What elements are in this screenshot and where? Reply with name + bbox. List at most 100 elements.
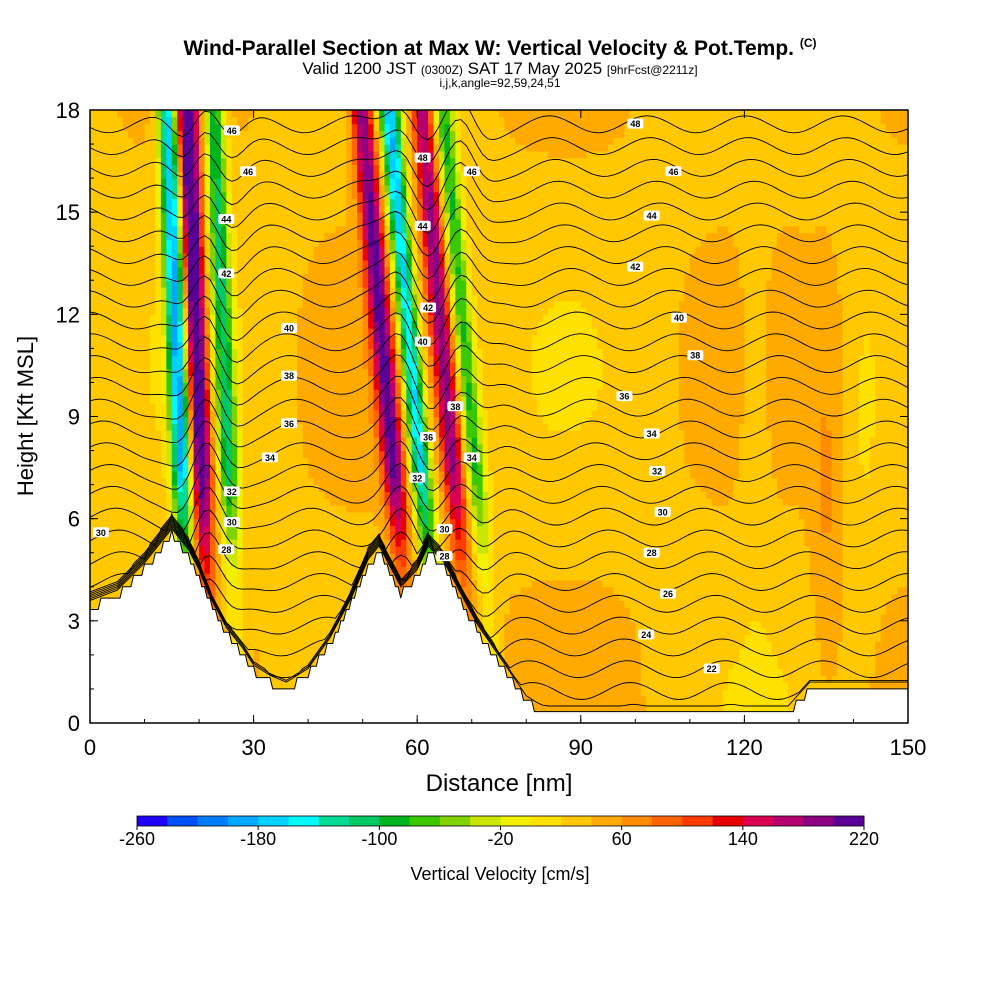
velocity-cell: [346, 137, 353, 145]
velocity-cell: [302, 178, 309, 186]
velocity-cell: [275, 212, 282, 220]
velocity-cell: [166, 314, 173, 322]
velocity-cell: [357, 239, 364, 247]
velocity-cell: [90, 545, 97, 554]
velocity-cell: [95, 273, 102, 281]
velocity-cell: [280, 225, 287, 234]
velocity-cell: [122, 436, 129, 445]
velocity-cell: [117, 287, 124, 295]
velocity-cell: [264, 130, 271, 138]
velocity-cell: [237, 552, 244, 561]
velocity-cell: [193, 566, 200, 574]
velocity-cell: [95, 368, 102, 377]
velocity-cell: [106, 491, 113, 499]
velocity-cell: [117, 150, 124, 159]
velocity-cell: [215, 505, 222, 513]
velocity-cell: [324, 110, 331, 118]
velocity-cell: [139, 321, 146, 329]
velocity-cell: [237, 511, 244, 520]
velocity-cell: [160, 212, 167, 220]
velocity-cell: [291, 239, 298, 247]
velocity-cell: [133, 539, 140, 547]
velocity-cell: [139, 518, 146, 527]
velocity-cell: [204, 430, 211, 438]
velocity-cell: [128, 334, 135, 343]
velocity-cell: [291, 253, 298, 261]
velocity-cell: [308, 191, 315, 200]
velocity-cell: [329, 525, 336, 533]
velocity-cell: [237, 532, 244, 540]
velocity-cell: [340, 586, 347, 595]
velocity-cell: [264, 484, 271, 493]
velocity-cell: [177, 307, 184, 315]
velocity-cell: [182, 498, 189, 506]
velocity-cell: [368, 239, 375, 247]
velocity-cell: [90, 368, 97, 377]
velocity-cell: [226, 443, 233, 452]
velocity-cell: [324, 273, 331, 281]
velocity-cell: [188, 232, 195, 241]
velocity-cell: [297, 184, 304, 193]
velocity-cell: [90, 287, 97, 295]
velocity-cell: [351, 355, 358, 363]
velocity-cell: [368, 375, 375, 384]
velocity-cell: [275, 668, 282, 676]
velocity-cell: [259, 573, 266, 581]
velocity-cell: [155, 253, 162, 261]
velocity-cell: [253, 545, 260, 554]
velocity-cell: [237, 218, 244, 227]
velocity-cell: [100, 484, 107, 493]
velocity-cell: [242, 232, 249, 241]
velocity-cell: [297, 627, 304, 636]
velocity-cell: [264, 225, 271, 234]
velocity-cell: [171, 178, 178, 186]
chart-title: Wind-Parallel Section at Max W: Vertical…: [0, 36, 1000, 61]
velocity-cell: [204, 362, 211, 370]
velocity-cell: [335, 470, 342, 479]
velocity-cell: [280, 539, 287, 547]
velocity-cell: [231, 198, 238, 206]
velocity-cell: [253, 641, 260, 649]
velocity-cell: [368, 198, 375, 206]
velocity-cell: [199, 137, 206, 145]
velocity-cell: [182, 457, 189, 465]
velocity-cell: [95, 123, 102, 132]
velocity-cell: [177, 212, 184, 220]
velocity-cell: [215, 532, 222, 540]
velocity-cell: [291, 491, 298, 499]
velocity-cell: [264, 314, 271, 322]
velocity-cell: [128, 205, 135, 213]
velocity-cell: [166, 355, 173, 363]
velocity-cell: [286, 266, 293, 275]
velocity-cell: [351, 539, 358, 547]
velocity-cell: [106, 525, 113, 533]
velocity-cell: [122, 239, 129, 247]
velocity-cell: [346, 375, 353, 384]
velocity-cell: [379, 164, 386, 172]
velocity-cell: [242, 484, 249, 493]
velocity-cell: [275, 246, 282, 254]
velocity-cell: [177, 300, 184, 309]
velocity-cell: [259, 552, 266, 561]
velocity-cell: [319, 116, 326, 125]
velocity-cell: [319, 307, 326, 315]
velocity-cell: [204, 450, 211, 458]
velocity-cell: [264, 402, 271, 411]
velocity-cell: [171, 409, 178, 418]
velocity-cell: [264, 498, 271, 506]
velocity-cell: [204, 253, 211, 261]
velocity-cell: [128, 232, 135, 241]
velocity-cell: [324, 409, 331, 418]
velocity-cell: [319, 477, 326, 486]
velocity-cell: [253, 266, 260, 275]
velocity-cell: [95, 457, 102, 465]
velocity-cell: [220, 566, 227, 574]
velocity-cell: [149, 362, 157, 370]
velocity-cell: [291, 620, 298, 629]
velocity-cell: [248, 116, 255, 125]
velocity-cell: [242, 137, 249, 145]
velocity-cell: [264, 368, 271, 377]
velocity-cell: [242, 559, 249, 567]
velocity-cell: [149, 259, 157, 268]
velocity-cell: [302, 641, 309, 649]
